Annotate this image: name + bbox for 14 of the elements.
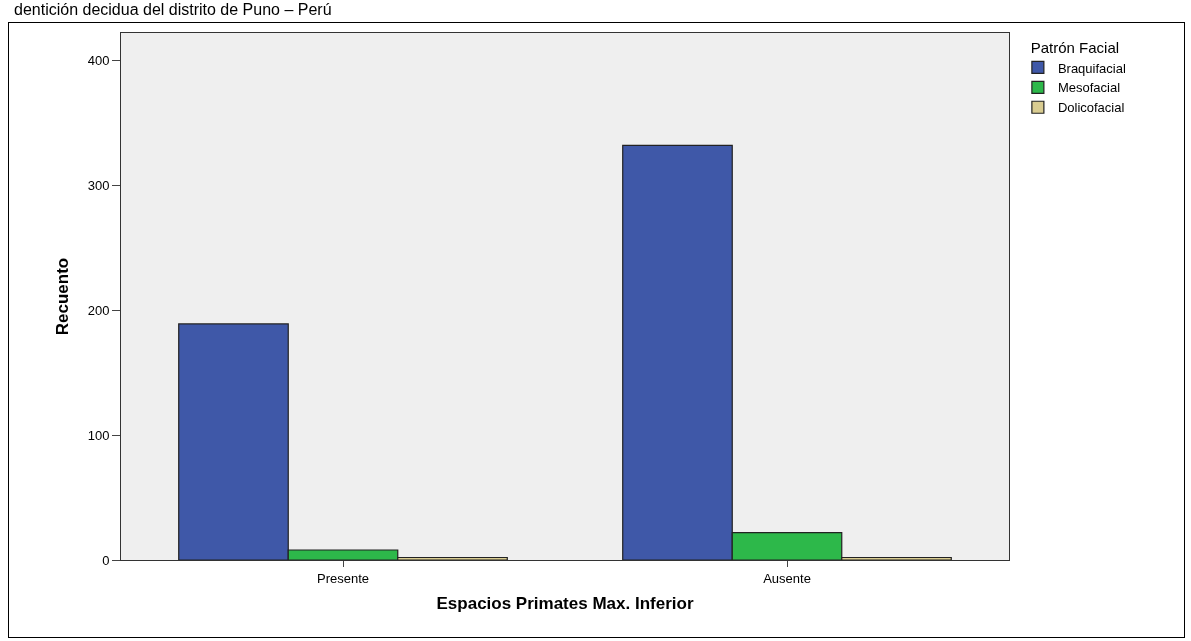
legend-label: Mesofacial — [1057, 80, 1121, 96]
legend-title: Patrón Facial — [1030, 38, 1120, 56]
x-tick-label: Presente — [316, 570, 370, 586]
y-tick-label: 0 — [102, 552, 110, 568]
legend-label: Dolicofacial — [1057, 100, 1125, 116]
y-tick-label: 300 — [87, 177, 110, 193]
y-tick-label: 100 — [87, 427, 110, 443]
x-axis-title: Espacios Primates Max. Inferior — [436, 594, 694, 613]
y-axis-title: Recuento — [53, 257, 73, 336]
y-tick-label: 200 — [87, 302, 110, 318]
y-tick-label: 400 — [87, 53, 110, 69]
legend-label: Braquifacial — [1057, 60, 1126, 76]
chart-title: dentición decidua del distrito de Puno – Perú — [14, 1, 332, 19]
x-tick-label: Ausente — [763, 570, 811, 586]
